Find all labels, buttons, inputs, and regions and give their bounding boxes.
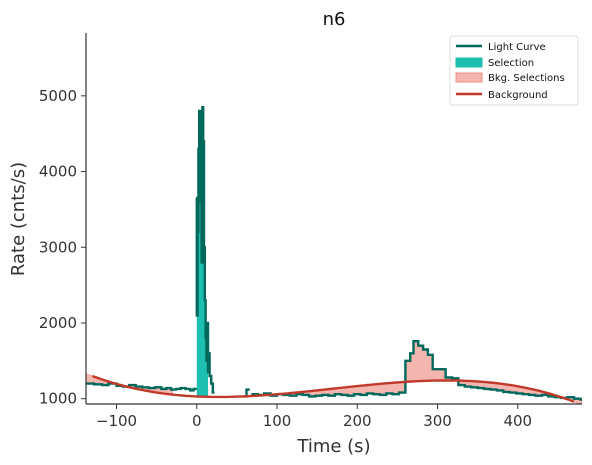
y-tick-label: 4000 [39,163,77,181]
legend-light-curve-label: Light Curve [488,42,546,53]
light-curve-segment-1 [195,106,215,394]
x-tick-label: 100 [263,412,292,430]
light-curve-segment-0 [86,382,197,392]
legend-frame [449,35,579,106]
y-tick-label: 5000 [39,87,77,105]
x-axis-title: Time (s) [296,436,370,457]
legend-background-label: Background [488,90,548,101]
x-tick-label: 400 [503,412,532,430]
y-axis-title: Rate (cnts/s) [8,162,29,276]
background-model-layer [91,374,575,403]
x-tick-label: −100 [96,412,137,430]
legend-selection-label: Selection [488,58,534,69]
x-tick-label: 300 [423,412,452,430]
chart-title: n6 [323,9,346,30]
y-tick-label: 1000 [39,390,77,408]
legend-bkg-selections-swatch [455,72,483,83]
x-tick-label: 0 [192,412,202,430]
y-tick-label: 2000 [39,314,77,332]
x-tick-label: 200 [343,412,372,430]
y-tick-label: 3000 [39,238,77,256]
x-ticks: −100 0 100 200 300 400 [96,404,532,430]
axes-layer [85,33,582,405]
y-ticks: 1000 2000 3000 4000 5000 [39,87,86,408]
light-curve-layer [86,106,582,401]
legend-bkg-selections-label: Bkg. Selections [488,73,565,84]
background-model-line [91,374,575,403]
legend-selection-swatch [455,57,483,68]
light-curve-segment-3 [251,340,582,401]
legend: Light Curve Selection Bkg. Selections Ba… [449,35,579,106]
